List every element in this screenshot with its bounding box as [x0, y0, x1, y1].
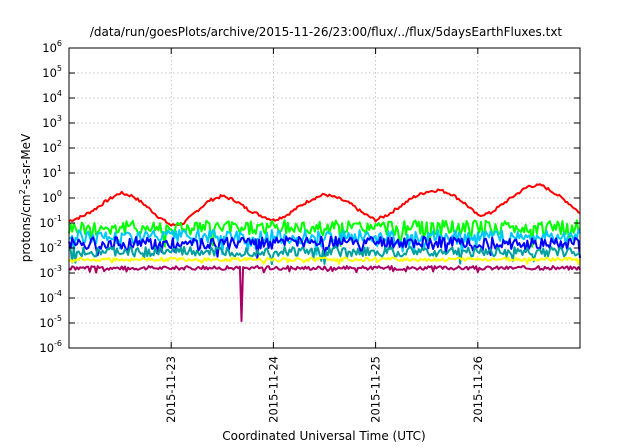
y-tick-exponent: 6	[57, 39, 62, 48]
y-tick-base: 10	[42, 141, 57, 155]
gridlines	[69, 48, 580, 348]
series-line-1	[68, 183, 581, 227]
x-tick-label: 2015-11-24	[266, 356, 280, 423]
y-tick-exponent: -2	[54, 239, 62, 248]
y-tick-exponent: -3	[54, 264, 62, 273]
y-tick-base: 10	[42, 166, 57, 180]
y-tick-base: 10	[42, 116, 57, 130]
x-tick-label: 2015-11-25	[369, 356, 383, 423]
y-axis-label-base: protons/cm	[19, 194, 33, 262]
y-tick-exponent: -6	[54, 339, 62, 348]
series-group	[68, 183, 581, 322]
y-tick-label: 106	[42, 39, 62, 55]
y-axis-label: protons/cm2-s-sr-MeV	[18, 133, 33, 262]
series-line-7	[68, 265, 581, 322]
y-tick-base: 10	[39, 216, 54, 230]
y-tick-exponent: -4	[54, 289, 62, 298]
y-tick-label: 103	[42, 114, 62, 130]
y-tick-exponent: 0	[57, 189, 62, 198]
y-tick-label: 105	[42, 64, 62, 80]
y-tick-label: 10-5	[39, 314, 62, 330]
y-axis-label-sup: 2	[18, 189, 27, 194]
y-ticks: 10-610-510-410-310-210-11001011021031041…	[39, 39, 580, 355]
x-axis-label: Coordinated Universal Time (UTC)	[222, 429, 425, 443]
y-tick-label: 101	[42, 164, 62, 180]
y-tick-base: 10	[42, 91, 57, 105]
y-tick-label: 10-3	[39, 264, 62, 280]
y-tick-exponent: 1	[57, 164, 62, 173]
y-tick-exponent: 5	[57, 64, 62, 73]
y-tick-base: 10	[39, 291, 54, 305]
y-tick-label: 102	[42, 139, 62, 155]
y-tick-exponent: 2	[57, 139, 62, 148]
series-line-5	[68, 245, 581, 266]
x-ticks: 2015-11-23 2015-11-24 2015-11-25 2015-11-26	[164, 48, 485, 423]
y-tick-base: 10	[39, 241, 54, 255]
y-tick-label: 10-6	[39, 339, 62, 355]
chart-title: /data/run/goesPlots/archive/2015-11-26/2…	[90, 25, 563, 39]
x-tick-label: 2015-11-23	[164, 356, 178, 423]
y-tick-base: 10	[42, 191, 57, 205]
series-line-6	[68, 256, 581, 266]
y-tick-base: 10	[42, 66, 57, 80]
y-tick-base: 10	[39, 341, 54, 355]
series-line-3	[68, 228, 581, 256]
y-tick-base: 10	[39, 266, 54, 280]
y-tick-label: 104	[42, 89, 62, 105]
y-tick-exponent: -5	[54, 314, 62, 323]
y-tick-label: 100	[42, 189, 62, 205]
y-tick-base: 10	[42, 41, 57, 55]
y-tick-exponent: -1	[54, 214, 62, 223]
series-line-2	[68, 219, 581, 248]
y-tick-label: 10-4	[39, 289, 62, 305]
y-tick-label: 10-1	[39, 214, 62, 230]
y-tick-exponent: 3	[57, 114, 62, 123]
x-tick-label: 2015-11-26	[471, 356, 485, 423]
y-axis-label-rest: -s-sr-MeV	[19, 133, 33, 189]
y-tick-label: 10-2	[39, 239, 62, 255]
y-tick-base: 10	[39, 316, 54, 330]
y-tick-exponent: 4	[57, 89, 62, 98]
